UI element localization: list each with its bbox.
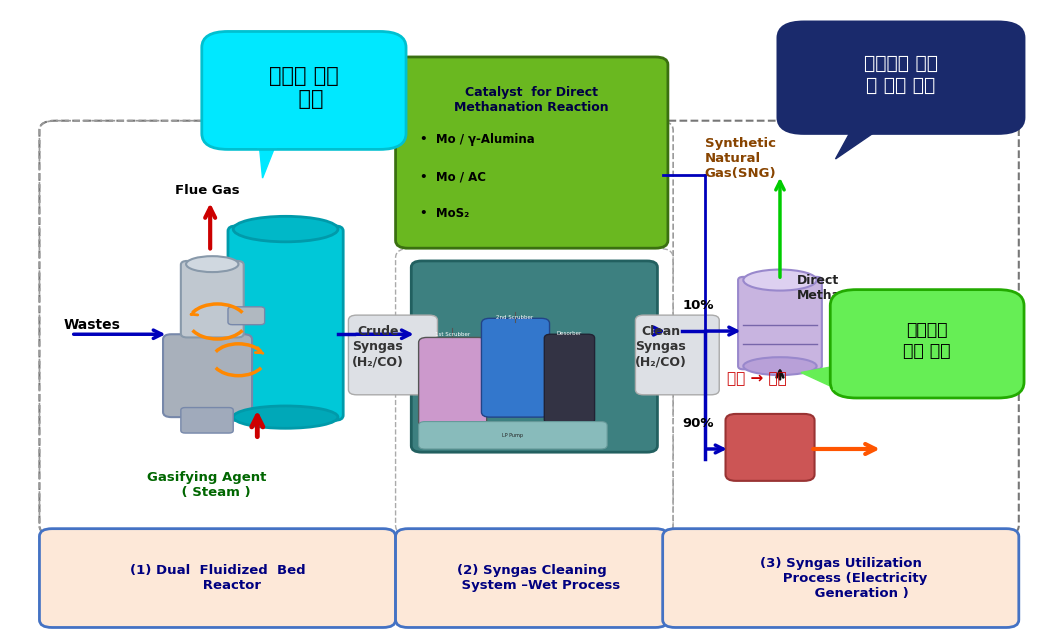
Text: Desorber: Desorber [557,331,582,336]
FancyBboxPatch shape [181,408,233,433]
FancyBboxPatch shape [738,277,822,369]
FancyBboxPatch shape [412,261,657,452]
Text: Clean
Syngas
(H₂/CO): Clean Syngas (H₂/CO) [635,325,687,368]
FancyBboxPatch shape [39,529,396,628]
Text: Wastes: Wastes [63,318,120,332]
Text: 가스화 공정
  기술: 가스화 공정 기술 [270,66,339,109]
FancyBboxPatch shape [396,529,668,628]
FancyBboxPatch shape [726,414,815,481]
Text: Gasifying Agent
    ( Steam ): Gasifying Agent ( Steam ) [147,471,266,500]
FancyBboxPatch shape [544,334,595,424]
FancyBboxPatch shape [662,529,1019,628]
FancyBboxPatch shape [830,289,1024,398]
FancyBboxPatch shape [396,57,668,248]
FancyBboxPatch shape [419,338,486,427]
Polygon shape [801,366,835,388]
Ellipse shape [186,256,238,272]
Text: 90%: 90% [682,417,714,430]
Text: •  Mo / AC: • Mo / AC [420,170,485,183]
Ellipse shape [743,358,817,375]
Text: (3) Syngas Utilization
      Process (Electricity
         Generation ): (3) Syngas Utilization Process (Electric… [755,557,927,599]
Text: 2nd Scrubber: 2nd Scrubber [496,315,534,320]
Text: •  MoS₂: • MoS₂ [420,208,469,221]
Text: Flue Gas: Flue Gas [175,184,239,197]
FancyBboxPatch shape [349,315,437,395]
FancyBboxPatch shape [229,307,264,325]
Text: Synthetic
Natural
Gas(SNG): Synthetic Natural Gas(SNG) [704,137,776,179]
FancyBboxPatch shape [481,318,550,417]
Text: (1) Dual  Fluidized  Bed
      Reactor: (1) Dual Fluidized Bed Reactor [130,564,305,592]
FancyBboxPatch shape [229,226,343,421]
Text: Catalyst  for Direct
Methanation Reaction: Catalyst for Direct Methanation Reaction [455,86,609,114]
Text: 합성가스 메탄
화 공정 기술: 합성가스 메탄 화 공정 기술 [863,54,938,95]
Polygon shape [259,146,275,178]
Text: 1st Scrubber: 1st Scrubber [435,332,470,338]
Text: (2) Syngas Cleaning
    System –Wet Process: (2) Syngas Cleaning System –Wet Process [443,564,620,592]
FancyBboxPatch shape [419,422,608,449]
FancyBboxPatch shape [163,334,252,417]
Text: Direct
Methanation: Direct Methanation [797,274,886,302]
Ellipse shape [233,216,338,242]
FancyBboxPatch shape [202,32,406,149]
Text: 발전 → 전력: 발전 → 전력 [727,372,787,386]
Text: 10%: 10% [682,299,714,312]
Text: Crude
Syngas
(H₂/CO): Crude Syngas (H₂/CO) [352,325,403,368]
FancyBboxPatch shape [181,261,243,338]
Ellipse shape [233,406,338,428]
FancyBboxPatch shape [635,315,719,395]
FancyBboxPatch shape [778,22,1024,134]
Text: LP Pump: LP Pump [502,433,523,438]
Ellipse shape [743,269,817,291]
Text: •  Mo / γ-Alumina: • Mo / γ-Alumina [420,134,535,147]
Polygon shape [835,131,877,159]
Text: 가스엔진
발전 기술: 가스엔진 발전 기술 [903,322,951,360]
